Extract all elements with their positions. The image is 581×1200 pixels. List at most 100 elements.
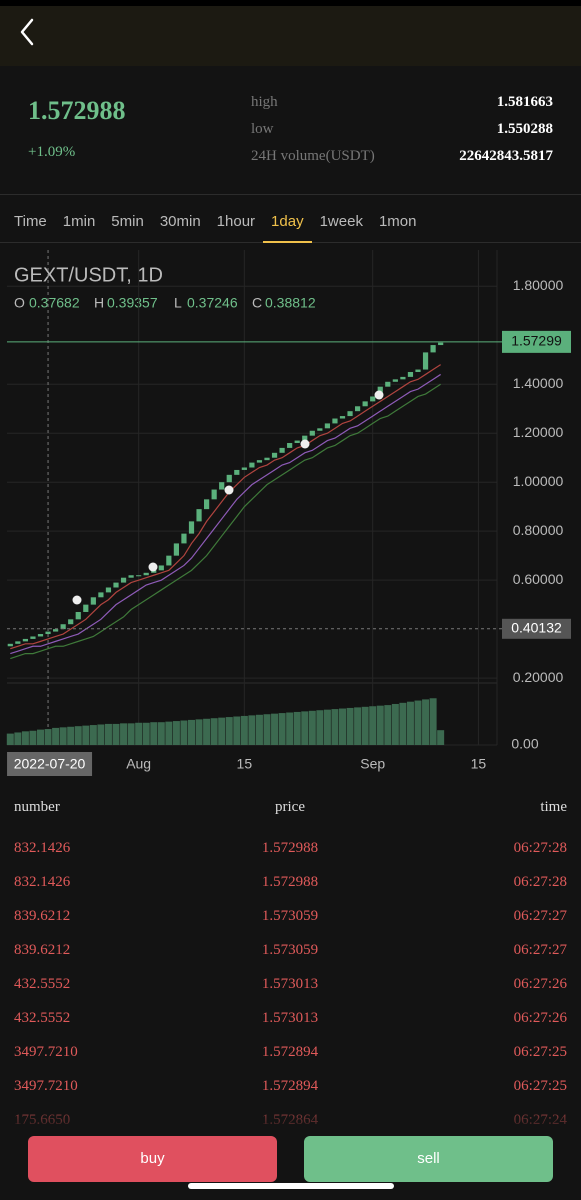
y-tick-label: 0.20000 bbox=[513, 669, 564, 685]
trade-cell: 06:27:28 bbox=[513, 840, 567, 856]
trade-cell: 1.572894 bbox=[261, 1078, 319, 1094]
candle-body bbox=[68, 619, 74, 625]
volume-bar bbox=[255, 714, 263, 745]
trade-cell: 06:27:25 bbox=[513, 1078, 567, 1094]
volume-bar bbox=[278, 713, 286, 745]
candle-body bbox=[22, 638, 28, 642]
interval-tab[interactable]: 1min bbox=[62, 212, 96, 230]
candle-body bbox=[120, 577, 127, 583]
trade-cell: 1.573059 bbox=[261, 942, 319, 958]
x-tick-label: 2022-07-20 bbox=[14, 756, 86, 772]
trade-cell: 832.1426 bbox=[14, 840, 71, 856]
interval-tab[interactable]: 1day bbox=[263, 200, 312, 243]
volume-bar bbox=[112, 723, 120, 745]
candle-body bbox=[226, 474, 232, 483]
volume-bar bbox=[248, 715, 256, 745]
volume-bar bbox=[293, 711, 301, 745]
candle-body bbox=[271, 452, 278, 458]
buy-button[interactable]: buy bbox=[28, 1136, 277, 1182]
interval-tab[interactable]: 1hour bbox=[216, 212, 256, 230]
info-value: 0.39357 bbox=[107, 295, 158, 311]
trade-cell: 1.572988 bbox=[261, 840, 319, 856]
trade-cell: 06:27:25 bbox=[513, 1044, 567, 1060]
trade-row: 832.1426 1.572988 06:27:28 bbox=[0, 865, 581, 899]
volume-bar bbox=[225, 717, 233, 745]
back-button[interactable] bbox=[10, 12, 50, 52]
candle-body bbox=[143, 572, 149, 576]
trade-cell: 3497.7210 bbox=[14, 1044, 78, 1060]
trade-row: 839.6212 1.573059 06:27:27 bbox=[0, 899, 581, 933]
info-value: 0.37682 bbox=[29, 295, 80, 311]
candle-body bbox=[438, 342, 444, 346]
ma-line bbox=[10, 364, 441, 650]
y-tick-label: 1.20000 bbox=[513, 424, 564, 440]
volume-bar bbox=[414, 700, 422, 745]
chart-title: GEXT/USDT, 1D bbox=[14, 264, 163, 286]
candle-body bbox=[37, 634, 44, 637]
volume-bar bbox=[316, 710, 324, 745]
candle-body bbox=[45, 631, 51, 635]
chart-background bbox=[0, 243, 581, 788]
last-price-label: 1.57299 bbox=[511, 333, 562, 349]
interval-tab[interactable]: 1week bbox=[319, 212, 363, 230]
interval-tab[interactable]: Time bbox=[14, 212, 47, 230]
interval-tab[interactable]: 1mon bbox=[378, 212, 417, 230]
volume-bar bbox=[376, 705, 384, 745]
trade-header: number price time bbox=[0, 790, 581, 824]
candle-body bbox=[158, 565, 164, 571]
candle-body bbox=[60, 624, 66, 630]
candle-body bbox=[83, 604, 89, 612]
trade-cell: 839.6212 bbox=[14, 908, 71, 924]
price-summary: 1.572988 +1.09% high 1.581663 low 1.5502… bbox=[0, 66, 581, 195]
candle-body bbox=[113, 582, 119, 588]
interval-tab[interactable]: 5min bbox=[111, 212, 144, 230]
volume-bar bbox=[44, 729, 52, 745]
crosshair-date-box bbox=[7, 752, 93, 776]
trade-cell: 06:27:26 bbox=[513, 1010, 567, 1026]
candle-body bbox=[355, 406, 361, 412]
candle-body bbox=[151, 570, 157, 573]
sell-button[interactable]: sell bbox=[304, 1136, 553, 1182]
candle-body bbox=[309, 430, 315, 436]
stat-value: 1.581663 bbox=[496, 94, 553, 110]
candle-body bbox=[90, 597, 96, 605]
stat-value: 1.550288 bbox=[496, 121, 553, 137]
volume-bar bbox=[369, 706, 377, 745]
volume-bar bbox=[59, 727, 67, 745]
volume-bar bbox=[150, 722, 158, 745]
volume-bar bbox=[354, 707, 362, 745]
volume-bar bbox=[203, 718, 211, 745]
candle-body bbox=[317, 428, 323, 431]
volume-bar bbox=[429, 698, 437, 745]
candle-body bbox=[385, 381, 391, 387]
interval-tab[interactable]: 30min bbox=[159, 212, 201, 230]
interval-tabs: Time 1min 5min 30min 1hour 1day 1week 1mon bbox=[0, 200, 581, 243]
candle-body bbox=[166, 555, 172, 566]
stat-value: 22642843.5817 bbox=[459, 148, 553, 164]
volume-bar bbox=[120, 723, 128, 745]
ma-line bbox=[10, 383, 441, 660]
volume-bar bbox=[165, 721, 173, 745]
volume-bar bbox=[29, 730, 37, 745]
candle-body bbox=[98, 592, 104, 598]
volume-bar bbox=[180, 720, 188, 745]
volume-bar bbox=[142, 722, 150, 745]
y-tick-label: 0.60000 bbox=[513, 571, 564, 587]
trade-cell: 1.572894 bbox=[261, 1044, 319, 1060]
volume-bar bbox=[14, 732, 22, 745]
last-price: 1.572988 bbox=[28, 96, 126, 125]
candle-body bbox=[370, 396, 376, 402]
info-value: 0.37246 bbox=[187, 295, 238, 311]
volume-bar bbox=[104, 723, 112, 745]
trade-cell: 3497.7210 bbox=[14, 1078, 78, 1094]
volume-bar bbox=[361, 706, 369, 745]
volume-bar bbox=[391, 703, 399, 745]
candle-body bbox=[339, 416, 346, 419]
candlestick-chart: GEXT/USDT, 1D O 0.37682 H 0.39357 L 0.37246 C 0… bbox=[0, 243, 581, 788]
volume-bar bbox=[127, 723, 135, 745]
crosshair-label: 0.40132 bbox=[511, 620, 562, 636]
candle-body bbox=[173, 543, 179, 556]
trade-cell: 1.573059 bbox=[261, 908, 319, 924]
trade-row: 3497.7210 1.572894 06:27:25 bbox=[0, 1069, 581, 1103]
trade-row: 432.5552 1.573013 06:27:26 bbox=[0, 1001, 581, 1035]
